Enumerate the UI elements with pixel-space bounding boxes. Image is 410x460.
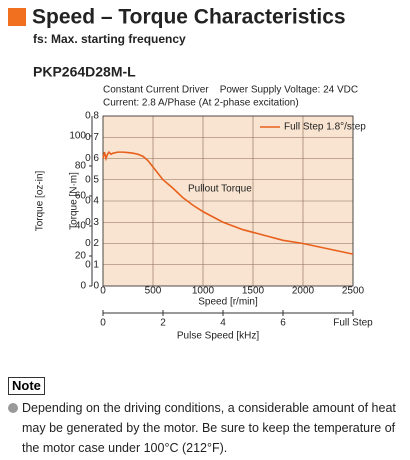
note-label: Note	[8, 377, 45, 395]
x2-tick-label: 4	[220, 318, 226, 329]
legend-label: Full Step 1.8°/step	[284, 122, 366, 133]
y2-tick-label: 80	[75, 161, 87, 172]
x2-tick-label: 6	[280, 318, 286, 329]
y2-tick-label: 0	[80, 281, 86, 292]
annotation: Pullout Torque	[188, 184, 252, 195]
plot-frame	[102, 115, 354, 287]
y2-axis-label: Torque [oz-in]	[35, 170, 46, 231]
chart: Speed – Torque Characteristics fs: Max. …	[8, 6, 373, 342]
y-axis-label: Torque [N·m]	[69, 172, 80, 230]
x-tick-label: 500	[145, 286, 162, 297]
x-axis-label: Speed [r/min]	[198, 297, 258, 308]
y-tick-label: 0	[93, 281, 99, 292]
x-tick-label: 2500	[342, 286, 365, 297]
bullet	[8, 403, 18, 413]
x-tick-label: 1500	[242, 286, 265, 297]
condition: Current: 2.8 A/Phase (At 2-phase excitat…	[103, 98, 299, 109]
y2-tick-label: 100	[69, 131, 86, 142]
title-icon	[8, 8, 26, 26]
x-tick-label: 0	[100, 286, 106, 297]
y2-tick-label: 20	[75, 251, 87, 262]
x2-end-label: Full Step	[333, 318, 373, 329]
chart-title: PKP264D28M-L	[33, 64, 136, 80]
y2-tick-label: 40	[75, 221, 87, 232]
y2-tick-label: 60	[75, 191, 87, 202]
x2-tick-label: 0	[100, 318, 106, 329]
page-subtitle: fs: Max. starting frequency	[33, 32, 186, 46]
x-tick-label: 1000	[192, 286, 215, 297]
x2-tick-label: 2	[160, 318, 166, 329]
line	[102, 150, 354, 255]
note-text: Depending on the driving conditions, a c…	[22, 401, 396, 455]
condition: Constant Current Driver Power Supply Vol…	[103, 85, 358, 96]
x-tick-label: 2000	[292, 286, 315, 297]
page-title: Speed – Torque Characteristics	[32, 6, 346, 29]
x2-axis-label: Pulse Speed [kHz]	[177, 331, 259, 342]
